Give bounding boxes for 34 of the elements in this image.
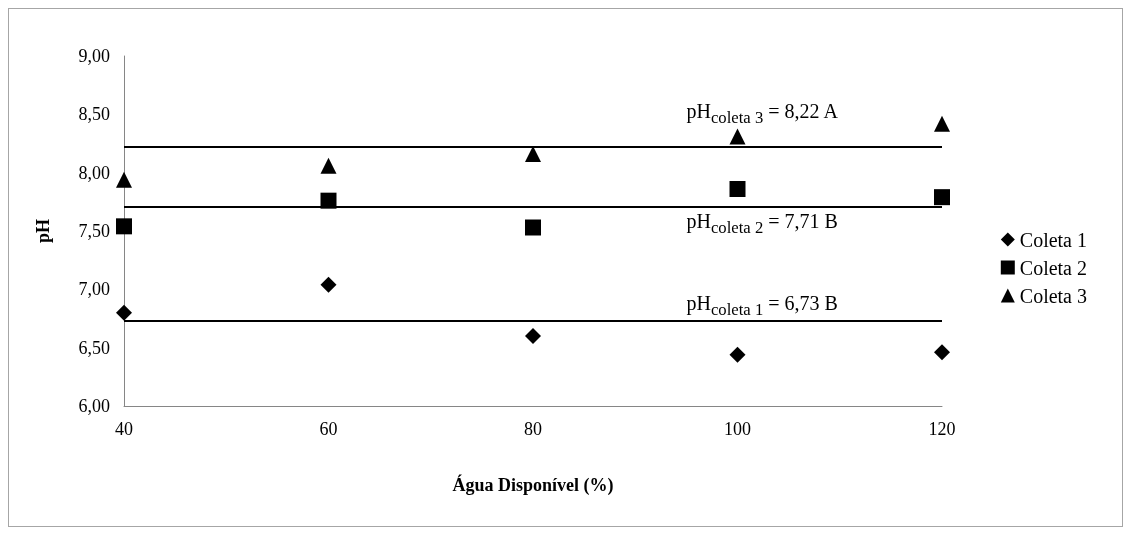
point — [116, 304, 132, 321]
point — [320, 157, 337, 174]
legend-label: Coleta 1 — [1019, 228, 1088, 251]
point — [729, 181, 746, 197]
ref-line-label: pH$_{coleta 3}$ = 8,22 A — [686, 99, 838, 129]
x-tick-label: 120 — [928, 419, 956, 439]
y-tick-label: 7,50 — [78, 221, 110, 241]
y-tick-label: 7,00 — [78, 279, 110, 300]
point — [934, 115, 950, 132]
y-tick-label: 8,00 — [78, 162, 110, 183]
point — [934, 189, 950, 206]
x-tick-label: 40 — [115, 419, 133, 439]
point — [320, 276, 337, 293]
point — [729, 346, 746, 363]
point — [934, 344, 950, 361]
x-tick-label: 80 — [524, 419, 542, 439]
point — [729, 128, 746, 145]
point — [116, 171, 132, 188]
x-axis-title: Água Disponível (%) — [452, 474, 614, 496]
y-axis-title: pH — [33, 218, 53, 244]
point — [525, 328, 541, 344]
point — [116, 218, 132, 235]
x-tick-label: 100 — [724, 419, 751, 439]
y-tick-label: 6,00 — [78, 396, 110, 416]
legend-label: Coleta 3 — [1019, 284, 1088, 307]
y-tick-label: 9,00 — [78, 46, 110, 66]
legend-label: Coleta 2 — [1019, 256, 1088, 279]
y-tick-label: 8,50 — [78, 104, 110, 125]
y-tick-label: 6,50 — [78, 337, 110, 358]
ref-line-label: pH$_{coleta 2}$ = 7,71 B — [686, 208, 838, 239]
ref-line-label: pH$_{coleta 1}$ = 6,73 B — [686, 290, 838, 321]
point — [525, 146, 541, 162]
point — [525, 219, 541, 236]
x-tick-label: 60 — [319, 419, 338, 439]
